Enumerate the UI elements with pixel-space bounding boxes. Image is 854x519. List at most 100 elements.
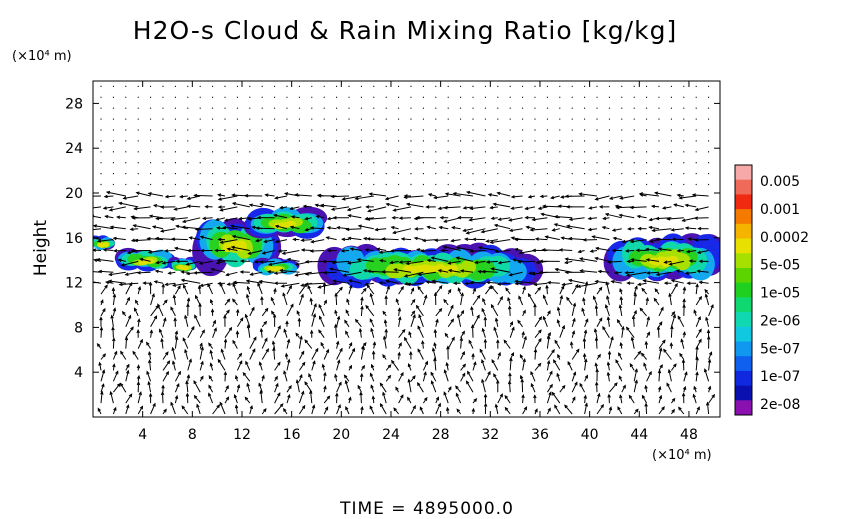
- wind-vector-head: [132, 350, 136, 355]
- wind-vector-head: [627, 227, 632, 231]
- wind-vector-head: [331, 260, 336, 265]
- wind-vector-head: [102, 353, 106, 358]
- wind-vector-head: [226, 298, 231, 303]
- wind-vector-head: [180, 278, 185, 283]
- wind-vector: [637, 215, 647, 219]
- wind-vector-head: [97, 269, 103, 274]
- x-tick-label: 36: [531, 427, 549, 443]
- x-tick-label: 20: [332, 427, 350, 443]
- wind-vector-head: [560, 236, 565, 240]
- wind-vector-head: [507, 305, 512, 310]
- wind-vector: [249, 204, 263, 208]
- wind-vector-head: [489, 240, 494, 244]
- wind-vector: [382, 238, 399, 241]
- wind-vector-head: [348, 364, 353, 369]
- wind-vector: [611, 280, 622, 284]
- wind-vector: [503, 340, 511, 349]
- wind-vector: [235, 405, 238, 415]
- wind-vector: [316, 215, 325, 219]
- wind-vector: [137, 392, 142, 404]
- wind-vector: [342, 195, 362, 200]
- wind-vector: [394, 268, 412, 273]
- wind-vector: [504, 407, 511, 415]
- wind-vector-head: [497, 282, 502, 286]
- wind-vector: [667, 217, 684, 220]
- wind-vector: [331, 206, 350, 211]
- wind-vector: [249, 348, 256, 360]
- wind-vector-head: [170, 401, 174, 406]
- wind-vector: [525, 206, 536, 210]
- wind-vector: [260, 390, 263, 404]
- wind-vector: [212, 328, 217, 338]
- wind-vector-head: [579, 269, 584, 273]
- wind-vector-head: [185, 380, 189, 385]
- wind-vector: [593, 296, 598, 306]
- wind-vector-head: [477, 246, 483, 250]
- wind-vector-head: [137, 318, 141, 323]
- wind-vector-head: [619, 341, 623, 347]
- wind-vector: [120, 351, 127, 360]
- wind-vector-head: [149, 329, 154, 334]
- wind-vector-head: [639, 307, 644, 312]
- wind-vector-head: [268, 262, 273, 267]
- wind-vector: [493, 327, 499, 338]
- wind-vector-head: [201, 329, 205, 334]
- wind-vector-head: [698, 295, 702, 300]
- wind-vector-head: [556, 372, 560, 377]
- wind-vector-head: [349, 247, 354, 251]
- wind-vector-head: [364, 248, 369, 252]
- wind-vector-head: [390, 249, 395, 253]
- wind-vector-head: [554, 267, 559, 272]
- wind-vector: [217, 227, 226, 230]
- wind-vector: [156, 217, 176, 220]
- wind-vector-head: [155, 216, 160, 221]
- wind-vector-head: [523, 335, 527, 340]
- wind-vector-head: [539, 259, 544, 263]
- wind-vector: [98, 239, 114, 242]
- wind-vector-head: [217, 197, 222, 201]
- wind-vector-head: [322, 259, 327, 264]
- wind-vector: [247, 325, 251, 338]
- wind-vector: [343, 271, 362, 277]
- wind-vector-head: [400, 394, 404, 399]
- wind-vector-head: [102, 248, 107, 252]
- wind-vector-head: [630, 336, 635, 341]
- wind-vector: [639, 308, 647, 317]
- wind-vector: [286, 285, 292, 295]
- wind-vector: [345, 406, 350, 415]
- colorbar-label: 2e-06: [760, 313, 800, 329]
- wind-vector-head: [560, 285, 565, 290]
- wind-vector-head: [706, 335, 711, 340]
- wind-vector: [286, 385, 292, 393]
- wind-vector-head: [450, 318, 455, 323]
- wind-vector-head: [360, 296, 364, 301]
- colorbar-label: 1e-05: [760, 286, 800, 302]
- wind-vector-head: [474, 260, 479, 265]
- wind-vector: [172, 238, 188, 241]
- wind-vector-head: [348, 396, 352, 401]
- wind-vector: [470, 281, 486, 284]
- wind-vector: [382, 271, 399, 273]
- wind-vector-head: [598, 286, 603, 291]
- x-tick-label: 8: [188, 427, 197, 443]
- wind-vector-head: [339, 286, 343, 291]
- wind-vector: [162, 318, 166, 327]
- wind-vector: [633, 351, 641, 360]
- wind-vector: [498, 217, 511, 221]
- wind-vector-head: [510, 206, 515, 210]
- wind-vector: [445, 193, 461, 197]
- wind-vector: [236, 317, 244, 328]
- wind-vector-head: [181, 219, 187, 224]
- wind-vector-head: [527, 195, 532, 199]
- wind-vector: [125, 337, 128, 349]
- wind-vector: [522, 395, 524, 404]
- wind-vector-head: [461, 372, 466, 377]
- wind-vector-head: [96, 239, 102, 243]
- wind-vector-head: [84, 270, 87, 273]
- wind-vector: [555, 268, 573, 273]
- wind-vector: [679, 195, 697, 199]
- wind-vector: [633, 286, 638, 295]
- wind-vector: [571, 284, 579, 295]
- wind-vector-head: [368, 192, 373, 196]
- wind-vector-head: [273, 281, 278, 285]
